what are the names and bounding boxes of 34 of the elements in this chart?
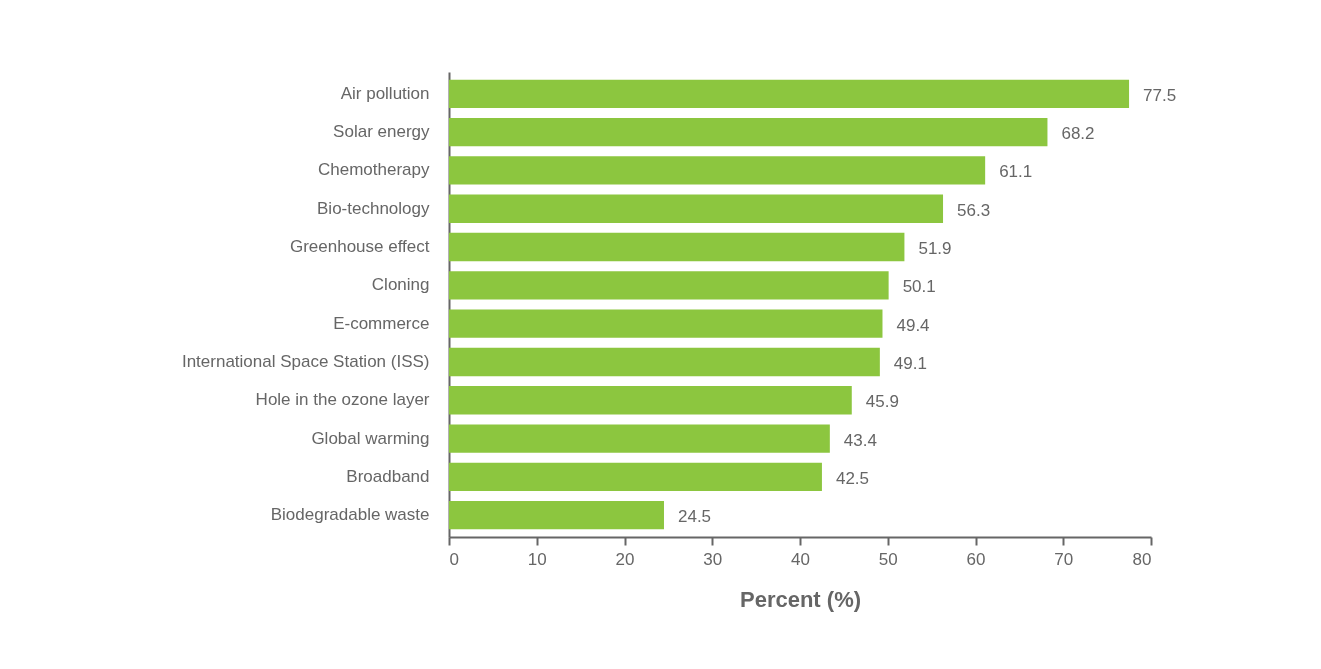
data-label: 49.4 [896, 315, 930, 335]
x-axis-title: Percent (%) [739, 586, 862, 612]
data-label: 51.9 [918, 239, 952, 259]
x-tick-label: 50 [878, 549, 898, 569]
x-tick-label: 70 [1054, 549, 1074, 569]
y-tick-label: Chemotherapy [317, 160, 430, 180]
x-tick-label: 80 [1132, 549, 1152, 569]
y-tick-label: Bio-technology [317, 198, 430, 218]
x-tick-label: 60 [966, 549, 986, 569]
data-label: 24.5 [677, 507, 712, 527]
y-tick-label: E-commerce [333, 313, 430, 333]
x-tick-label: 40 [791, 549, 810, 569]
y-tick-label: Cloning [371, 275, 430, 295]
y-tick-label: Air pollution [340, 83, 430, 103]
x-tick-label: 10 [527, 549, 547, 569]
x-tick-label: 0 [449, 549, 459, 569]
x-tick-label: 20 [615, 549, 635, 569]
y-tick-label: Greenhouse effect [289, 237, 430, 257]
y-tick-label: Global warming [311, 428, 430, 448]
data-label: 42.5 [835, 468, 870, 488]
data-label: 56.3 [957, 200, 991, 220]
y-tick-label: Hole in the ozone layer [255, 390, 430, 410]
y-tick-label: Solar energy [333, 122, 430, 142]
x-tick-label: 30 [703, 549, 723, 569]
y-tick-label: Biodegradable waste [270, 505, 430, 525]
data-label: 77.5 [1143, 85, 1177, 105]
y-tick-label: Broadband [346, 466, 430, 486]
data-label: 45.9 [865, 392, 899, 412]
data-label: 43.4 [843, 430, 877, 450]
data-label: 68.2 [1061, 124, 1095, 144]
data-label: 61.1 [999, 162, 1033, 182]
y-tick-label: International Space Station (ISS) [181, 351, 430, 371]
data-label: 50.1 [902, 277, 936, 297]
data-label: 49.1 [893, 353, 927, 373]
